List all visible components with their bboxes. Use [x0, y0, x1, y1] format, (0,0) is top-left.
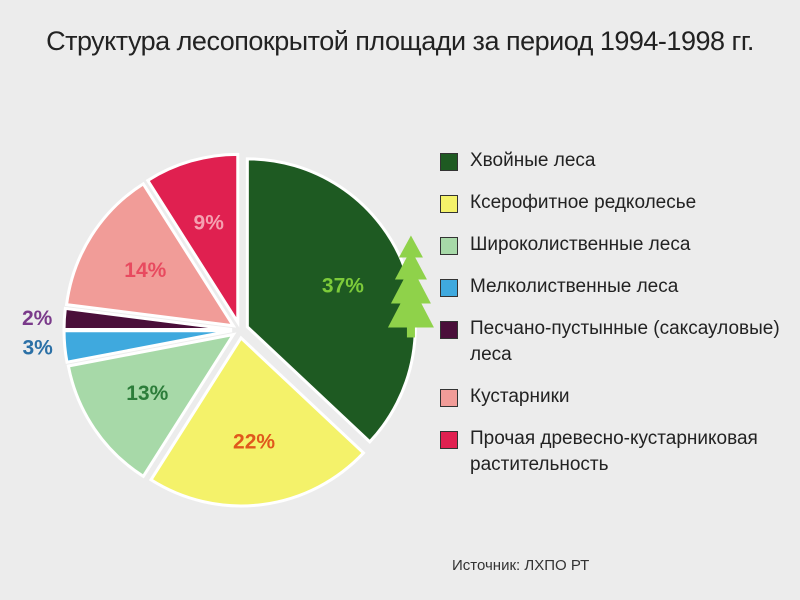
- legend-swatch: [440, 153, 458, 171]
- legend-label: Кустарники: [470, 386, 570, 407]
- slice-label: 14%: [124, 259, 166, 282]
- slice-label: 9%: [194, 211, 225, 234]
- legend-swatch: [440, 431, 458, 449]
- legend-item: Мелколиственные леса: [440, 274, 790, 300]
- legend: Хвойные леса Ксерофитное редколесье Широ…: [440, 148, 790, 494]
- legend-item: Песчано-пустынные (саксауловые) леса: [440, 316, 790, 368]
- legend-label: Песчано-пустынные (саксауловые) леса: [470, 318, 780, 365]
- legend-item: Широколиственные леса: [440, 232, 790, 258]
- legend-item: Кустарники: [440, 384, 790, 410]
- chart-title: Структура лесопокрытой площади за период…: [46, 26, 754, 56]
- pie-slice: [145, 152, 240, 328]
- legend-label: Широколиственные леса: [470, 234, 691, 255]
- legend-swatch: [440, 195, 458, 213]
- legend-label: Мелколиственные леса: [470, 276, 679, 297]
- pie-slice: [66, 332, 237, 479]
- legend-item: Хвойные леса: [440, 148, 790, 174]
- slice-label: 2%: [22, 307, 53, 330]
- pie-slice: [62, 306, 233, 331]
- slice-label: 3%: [22, 337, 53, 360]
- legend-label: Ксерофитное редколесье: [470, 192, 697, 213]
- pie-slice: [64, 181, 237, 328]
- slice-label: 22%: [233, 430, 275, 453]
- tree-icon: [387, 235, 434, 338]
- slice-label: 13%: [126, 382, 168, 405]
- pie-slice: [245, 157, 417, 444]
- legend-item: Ксерофитное редколесье: [440, 190, 790, 216]
- slice-label: 37%: [322, 274, 364, 297]
- source-note: Источник: ЛХПО РТ: [452, 557, 590, 574]
- legend-swatch: [440, 237, 458, 255]
- legend-label: Хвойные леса: [470, 150, 596, 171]
- legend-swatch: [440, 321, 458, 339]
- pie-slice: [148, 335, 366, 508]
- legend-swatch: [440, 389, 458, 407]
- legend-item: Прочая древесно-кустарниковая растительн…: [440, 426, 790, 478]
- legend-label: Прочая древесно-кустарниковая растительн…: [470, 428, 758, 475]
- legend-swatch: [440, 279, 458, 297]
